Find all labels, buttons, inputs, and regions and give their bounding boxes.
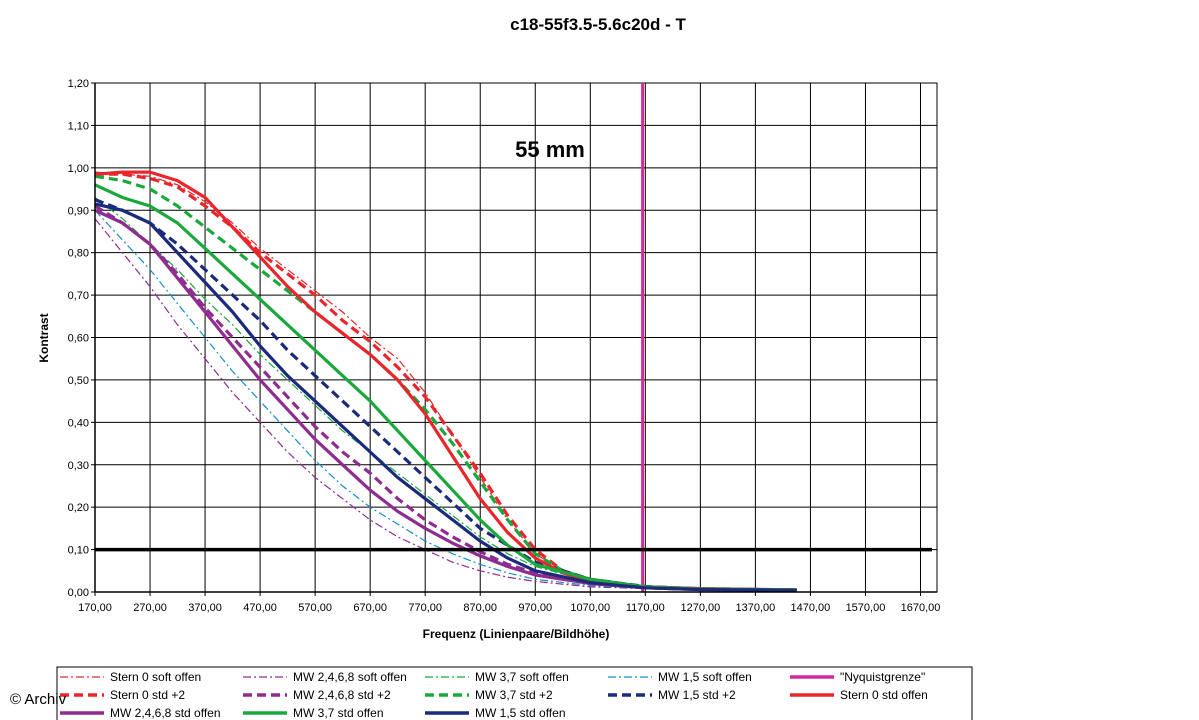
y-tick-label: 0,00 (68, 587, 89, 599)
legend-label: MW 2,4,6,8 soft offen (293, 670, 407, 684)
series-line (94, 209, 797, 591)
x-tick-label: 670,00 (353, 602, 387, 614)
x-tick-label: 1170,00 (626, 602, 665, 614)
x-tick-label: 1470,00 (791, 602, 831, 614)
y-tick-label: 1,00 (68, 163, 89, 175)
legend-label: Stern 0 std offen (840, 688, 928, 702)
legend-item: MW 2,4,6,8 soft offen (243, 670, 407, 684)
legend-label: MW 3,7 std offen (293, 706, 384, 720)
grid (94, 82, 938, 593)
x-tick-label: 570,00 (298, 602, 332, 614)
legend-label: Stern 0 std +2 (110, 688, 185, 702)
legend-label: MW 3,7 soft offen (475, 670, 569, 684)
y-tick-label: 0,40 (68, 417, 89, 429)
legend-item: MW 1,5 soft offen (608, 670, 752, 684)
legend-label: MW 1,5 std +2 (658, 688, 736, 702)
y-tick-label: 0,80 (68, 248, 89, 260)
y-tick-label: 1,10 (68, 120, 89, 132)
x-tick-label: 1370,00 (736, 602, 776, 614)
legend-label: MW 2,4,6,8 std +2 (293, 688, 391, 702)
y-tick-label: 0,70 (68, 290, 89, 302)
x-tick-label: 1070,00 (570, 602, 610, 614)
legend-item: MW 3,7 soft offen (425, 670, 569, 684)
x-tick-label: 370,00 (188, 602, 222, 614)
legend-item: Stern 0 std offen (790, 688, 928, 702)
series-line (94, 218, 797, 591)
legend-label: MW 3,7 std +2 (475, 688, 553, 702)
x-tick-label: 1270,00 (680, 602, 720, 614)
series-line (94, 202, 797, 592)
axes: 0,00 0,10 0,20 0,30 0,40 0,50 0,60 0,70 0,80 0,90… (68, 78, 941, 614)
x-tick-label: 170,00 (78, 602, 112, 614)
legend-label: MW 1,5 std offen (475, 706, 566, 720)
watermark: © Archiv (10, 691, 67, 708)
x-tick-label: 1570,00 (846, 602, 886, 614)
legend-label: Stern 0 soft offen (110, 670, 201, 684)
legend-label: MW 1,5 soft offen (658, 670, 752, 684)
series-line (94, 183, 797, 592)
x-tick-label: 970,00 (518, 602, 552, 614)
legend-item: MW 2,4,6,8 std offen (60, 706, 221, 720)
x-tick-label: 470,00 (243, 602, 277, 614)
y-tick-label: 0,50 (68, 375, 89, 387)
series-layer (94, 83, 797, 592)
legend: Stern 0 soft offen MW 2,4,6,8 soft offen M… (56, 666, 973, 720)
legend-item: Stern 0 std +2 (60, 688, 185, 702)
focal-length-annotation: 55 mm (515, 137, 585, 162)
y-tick-label: 0,10 (68, 545, 89, 557)
y-tick-label: 0,20 (68, 502, 89, 514)
legend-item: MW 1,5 std +2 (608, 688, 736, 702)
legend-label: "Nyquistgrenze" (840, 670, 925, 684)
x-tick-label: 770,00 (408, 602, 442, 614)
x-tick-label: 270,00 (133, 602, 167, 614)
legend-item: MW 3,7 std +2 (425, 688, 553, 702)
y-tick-label: 0,90 (68, 205, 89, 217)
legend-item: MW 2,4,6,8 std +2 (243, 688, 391, 702)
y-tick-label: 1,20 (68, 78, 89, 90)
chart-title: c18-55f3.5-5.6c20d - T (510, 15, 686, 34)
x-tick-label: 1670,00 (901, 602, 941, 614)
x-tick-label: 870,00 (463, 602, 497, 614)
y-axis-label: Kontrast (37, 313, 51, 362)
y-tick-label: 0,60 (68, 333, 89, 345)
series-line (94, 208, 797, 592)
legend-label: MW 2,4,6,8 std offen (110, 706, 221, 720)
y-tick-label: 0,30 (68, 460, 89, 472)
legend-item: MW 3,7 std offen (243, 706, 384, 720)
legend-item: Stern 0 soft offen (60, 670, 201, 684)
x-axis-label: Frequenz (Linienpaare/Bildhöhe) (423, 627, 610, 641)
legend-item: "Nyquistgrenze" (790, 670, 925, 684)
legend-item: MW 1,5 std offen (425, 706, 566, 720)
